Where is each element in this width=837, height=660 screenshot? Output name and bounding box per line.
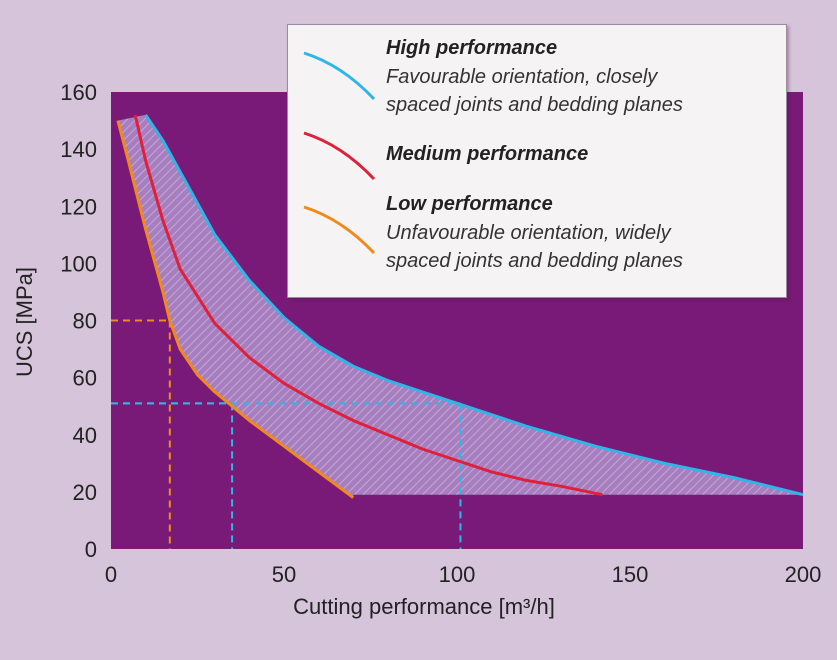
legend-swatch-medium: [303, 131, 376, 181]
y-tick-label: 160: [60, 80, 97, 105]
y-tick-label: 0: [85, 537, 97, 562]
legend-swatch-high: [303, 51, 376, 101]
y-tick-label: 80: [73, 309, 97, 334]
x-axis-ticks: 0 50 100 150 200: [105, 562, 821, 587]
legend-title-medium: Medium performance: [386, 143, 589, 165]
y-tick-label: 40: [73, 423, 97, 448]
legend-desc-high-2: spaced joints and bedding planes: [386, 94, 683, 116]
legend-desc-low-1: Unfavourable orientation, widely: [386, 222, 671, 244]
y-tick-label: 140: [60, 137, 97, 162]
y-tick-label: 100: [60, 251, 97, 276]
series-line-low: [116, 120, 355, 499]
y-axis-title: UCS [MPa]: [12, 267, 37, 377]
reference-lines: [111, 319, 462, 549]
y-tick-label: 120: [60, 194, 97, 219]
legend-swatch-low: [303, 205, 376, 255]
y-axis-ticks: 0 20 40 60 80 100 120 140 160: [60, 80, 97, 562]
y-tick-label: 60: [73, 366, 97, 391]
legend-title-low: Low performance: [386, 193, 553, 215]
series-lines: [116, 114, 804, 499]
x-tick-label: 50: [272, 562, 296, 587]
legend: High performance Favourable orientation,…: [287, 24, 787, 298]
y-tick-label: 20: [73, 480, 97, 505]
legend-desc-low-2: spaced joints and bedding planes: [386, 250, 683, 272]
performance-band: [117, 114, 803, 498]
x-tick-label: 200: [785, 562, 822, 587]
x-tick-label: 0: [105, 562, 117, 587]
x-axis-title: Cutting performance [m³/h]: [293, 594, 555, 619]
x-tick-label: 150: [612, 562, 649, 587]
series-line-medium: [133, 114, 603, 497]
legend-title-high: High performance: [386, 37, 558, 59]
series-line-high: [144, 114, 804, 497]
x-tick-label: 100: [439, 562, 476, 587]
legend-desc-high-1: Favourable orientation, closely: [386, 66, 658, 88]
